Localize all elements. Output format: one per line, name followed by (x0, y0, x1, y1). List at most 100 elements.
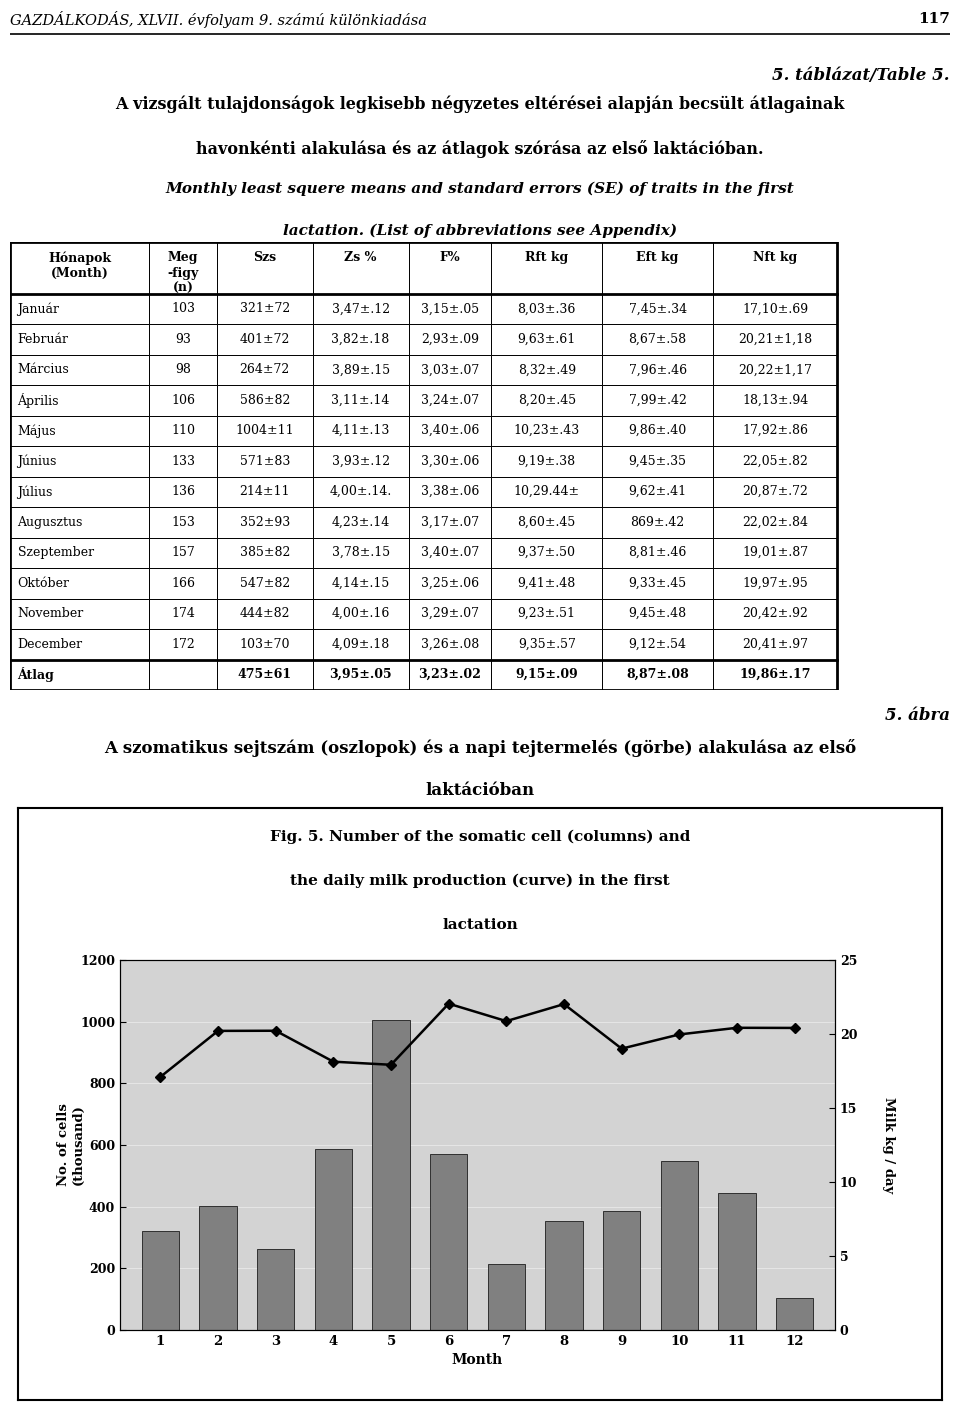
Text: 8,87±.08: 8,87±.08 (626, 669, 689, 682)
Bar (713, 324, 837, 355)
Bar (10, 508, 149, 538)
Text: 3,03±.07: 3,03±.07 (420, 364, 479, 376)
Text: 385±82: 385±82 (240, 546, 290, 559)
Bar (602, 324, 713, 355)
Bar (660, 1161, 698, 1330)
Text: 5. ábra: 5. ábra (885, 707, 950, 724)
Bar (313, 415, 409, 446)
Bar (492, 659, 602, 690)
Bar (149, 355, 217, 385)
Bar (602, 476, 713, 508)
Text: 17,10±.69: 17,10±.69 (742, 302, 808, 315)
Text: 3,15±.05: 3,15±.05 (420, 302, 479, 315)
Bar (602, 508, 713, 538)
Bar (313, 446, 409, 476)
Bar (217, 446, 313, 476)
Bar (409, 568, 492, 599)
Bar (713, 538, 837, 568)
Text: 17,92±.86: 17,92±.86 (742, 425, 808, 438)
Text: 9,45±.48: 9,45±.48 (629, 607, 686, 620)
Text: 475±61: 475±61 (238, 669, 292, 682)
Bar (10, 324, 149, 355)
Bar (409, 385, 492, 415)
Bar (713, 599, 837, 629)
Bar (313, 324, 409, 355)
Bar (10, 538, 149, 568)
Bar (492, 568, 602, 599)
Bar (10, 242, 837, 690)
Bar (602, 538, 713, 568)
Text: Átlag: Átlag (17, 667, 55, 682)
Bar (313, 568, 409, 599)
Text: 352±93: 352±93 (240, 516, 290, 529)
Text: 98: 98 (175, 364, 191, 376)
Text: 20,22±1,17: 20,22±1,17 (738, 364, 812, 376)
Text: Október: Október (17, 576, 69, 590)
Text: 869±.42: 869±.42 (631, 516, 684, 529)
Bar (430, 1154, 468, 1330)
Bar (217, 476, 313, 508)
Bar (545, 1222, 583, 1330)
Text: 9,35±.57: 9,35±.57 (517, 637, 576, 650)
Text: 3,89±.15: 3,89±.15 (331, 364, 390, 376)
Bar (217, 242, 313, 294)
Text: 3,23±.02: 3,23±.02 (419, 669, 481, 682)
Text: Meg: Meg (168, 251, 198, 264)
Bar (713, 415, 837, 446)
Bar (149, 659, 217, 690)
Bar (492, 476, 602, 508)
Text: 3,40±.06: 3,40±.06 (420, 425, 479, 438)
Bar (313, 629, 409, 659)
Bar (217, 355, 313, 385)
Bar (713, 242, 837, 294)
Bar (409, 538, 492, 568)
Bar (602, 242, 713, 294)
Bar (602, 294, 713, 324)
Bar (217, 508, 313, 538)
Text: Month: Month (452, 1353, 503, 1368)
Text: 3,29±.07: 3,29±.07 (420, 607, 479, 620)
Text: Rft kg: Rft kg (525, 251, 568, 264)
Text: 586±82: 586±82 (240, 394, 290, 406)
Bar (217, 415, 313, 446)
Bar (149, 324, 217, 355)
Bar (603, 1211, 640, 1330)
Bar (200, 1206, 237, 1330)
Bar (10, 446, 149, 476)
Text: 3,38±.06: 3,38±.06 (420, 485, 479, 498)
Bar (10, 476, 149, 508)
Text: GAZDÁLKODÁS, XLVII. évfolyam 9. számú különkiadása: GAZDÁLKODÁS, XLVII. évfolyam 9. számú kü… (10, 10, 427, 27)
Bar (602, 446, 713, 476)
Text: 9,23±.51: 9,23±.51 (517, 607, 576, 620)
Bar (149, 294, 217, 324)
Bar (409, 355, 492, 385)
Text: 106: 106 (171, 394, 195, 406)
Bar (217, 324, 313, 355)
Text: 172: 172 (171, 637, 195, 650)
Bar (217, 294, 313, 324)
Text: 18,13±.94: 18,13±.94 (742, 394, 808, 406)
Text: 20,42±.92: 20,42±.92 (742, 607, 808, 620)
Bar (713, 355, 837, 385)
Text: November: November (17, 607, 84, 620)
Text: 9,41±.48: 9,41±.48 (517, 576, 576, 590)
Text: 4,00±.16: 4,00±.16 (331, 607, 390, 620)
Bar (149, 629, 217, 659)
Bar (492, 355, 602, 385)
Text: Július: Július (17, 485, 53, 499)
Bar (257, 1249, 295, 1330)
Text: 3,30±.06: 3,30±.06 (420, 455, 479, 468)
Bar (313, 385, 409, 415)
Bar (602, 415, 713, 446)
Bar (149, 599, 217, 629)
Bar (217, 385, 313, 415)
Bar (602, 385, 713, 415)
Text: 9,12±.54: 9,12±.54 (629, 637, 686, 650)
Bar (713, 294, 837, 324)
Bar (713, 659, 837, 690)
Bar (492, 385, 602, 415)
Text: December: December (17, 637, 83, 650)
Bar (10, 659, 149, 690)
Text: 4,00±.14.: 4,00±.14. (329, 485, 392, 498)
Bar (409, 415, 492, 446)
